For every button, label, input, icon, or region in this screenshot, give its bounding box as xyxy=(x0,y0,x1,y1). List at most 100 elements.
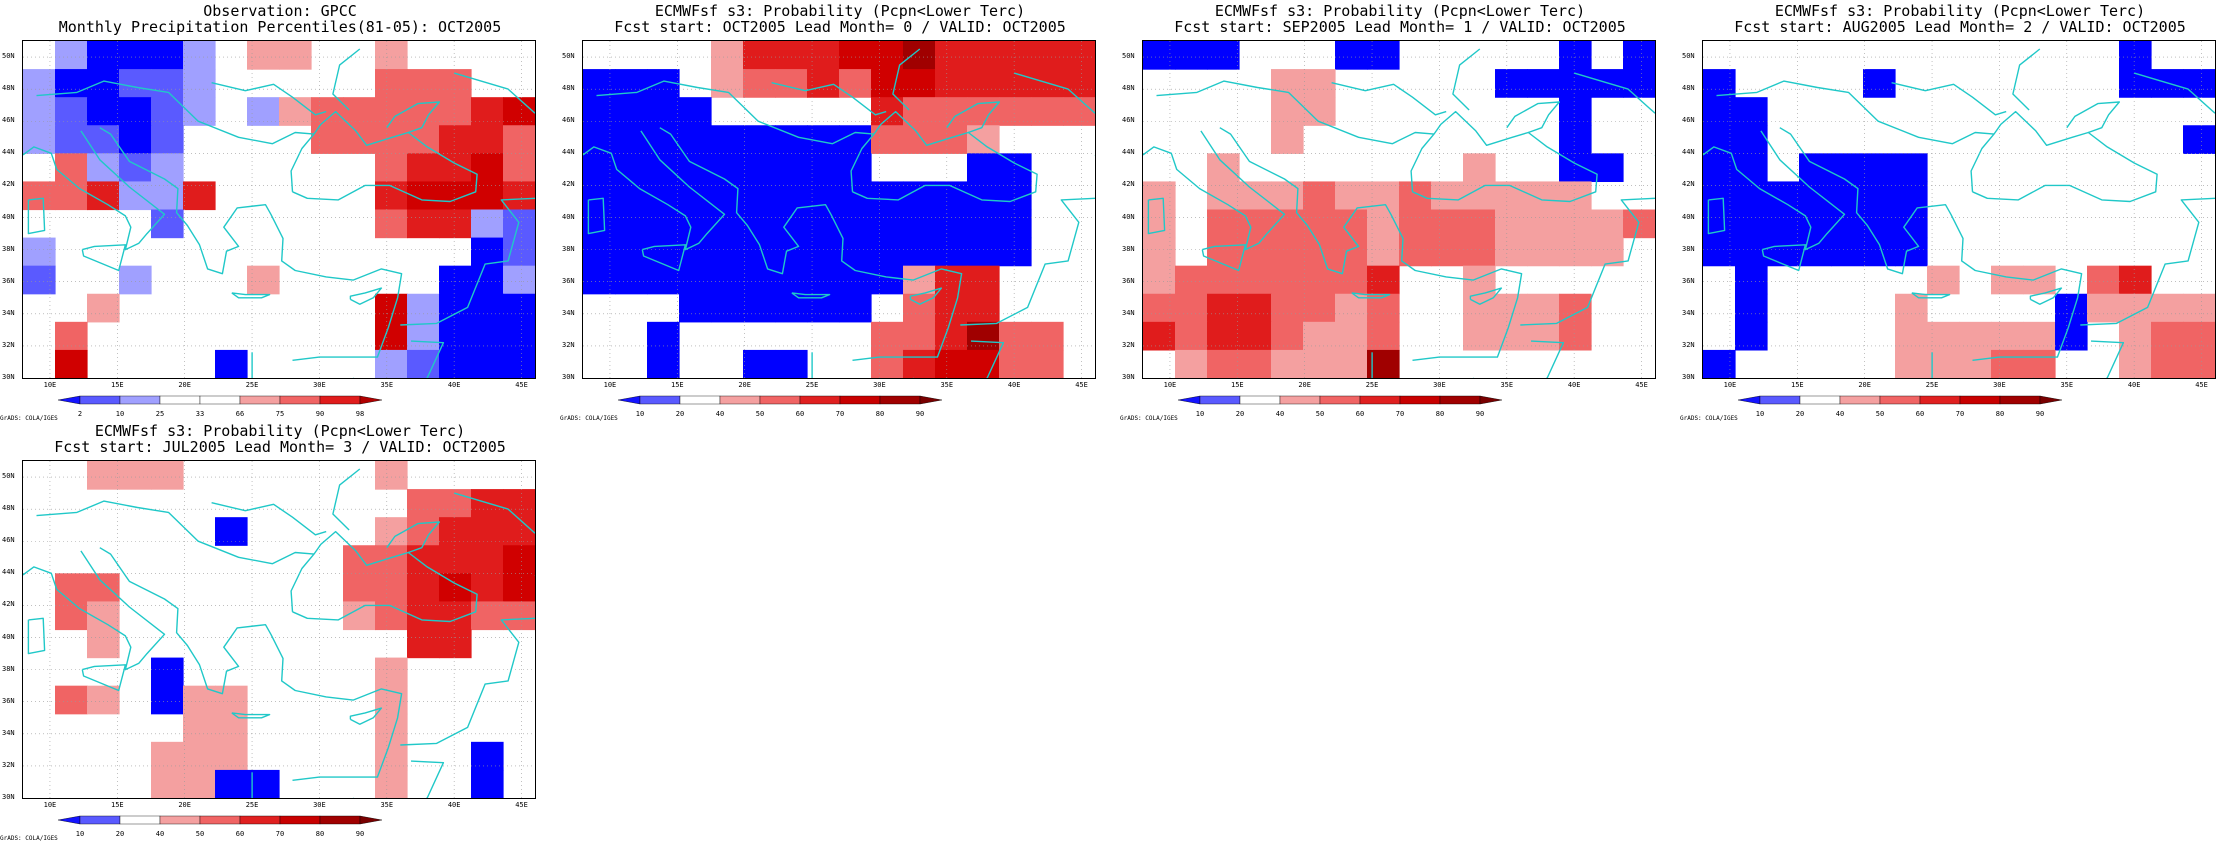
lon-tick-label: 35E xyxy=(1500,381,1514,389)
lon-tick-label: 25E xyxy=(805,381,819,389)
grid-cell xyxy=(775,293,808,323)
grid-cell xyxy=(743,181,776,211)
coastline xyxy=(1201,244,1247,272)
grid-cell xyxy=(839,153,872,183)
grid-cell xyxy=(903,321,936,351)
lat-tick-label: 50N xyxy=(1122,52,1135,61)
grid-cell xyxy=(55,125,88,154)
color-bar-segment xyxy=(1177,395,1201,405)
grid-cell xyxy=(439,321,472,351)
lat-tick-label: 32N xyxy=(2,340,15,349)
color-bar-segment xyxy=(759,395,801,405)
grid-cell xyxy=(215,517,248,546)
grid-cell xyxy=(183,713,216,743)
grid-cell xyxy=(1559,97,1592,126)
grid-cell xyxy=(999,209,1032,239)
grid-cell xyxy=(1895,237,1928,267)
grid-cell xyxy=(935,237,968,267)
coastline xyxy=(2080,197,2215,326)
coastline xyxy=(349,707,383,725)
grid-cell xyxy=(583,265,616,295)
grid-cell xyxy=(503,97,535,126)
map-svg xyxy=(1703,41,2215,378)
color-bar xyxy=(57,815,383,825)
grid-cell xyxy=(871,209,904,239)
grid-cell xyxy=(375,769,408,798)
grid-cell xyxy=(2151,321,2184,351)
grid-cell xyxy=(1303,293,1336,323)
grid-cell xyxy=(375,69,408,98)
grid-cell xyxy=(903,181,936,211)
lat-tick-label: 48N xyxy=(1122,84,1135,93)
lat-tick-label: 40N xyxy=(562,212,575,221)
lat-tick-label: 44N xyxy=(1682,148,1695,157)
grid-cell xyxy=(871,265,904,295)
grid-cell xyxy=(1431,237,1464,267)
color-bar-label: 10 xyxy=(1195,410,1205,418)
grid-cell xyxy=(1703,97,1736,126)
panel-subtitle: Fcst start: OCT2005 Lead Month= 0 / VALI… xyxy=(614,18,1066,36)
lat-tick-label: 36N xyxy=(562,276,575,285)
map-svg xyxy=(23,461,535,798)
coastline xyxy=(1779,127,2083,361)
coastline xyxy=(1761,244,1807,272)
map-area xyxy=(1702,40,2216,379)
color-bar-label: 60 xyxy=(235,830,245,838)
color-bar-label: 60 xyxy=(795,410,805,418)
grid-cell xyxy=(583,97,616,126)
grid-cell xyxy=(1559,125,1592,154)
grid-cell xyxy=(711,265,744,295)
grid-cell xyxy=(1767,209,1800,239)
grid-cell xyxy=(1239,321,1272,351)
panel-title: Observation: GPCC xyxy=(203,2,357,20)
grid-cell xyxy=(999,97,1032,126)
lon-tick-label: 20E xyxy=(178,381,191,389)
grid-cell xyxy=(839,69,872,98)
grid-cell xyxy=(1559,209,1592,239)
coastline xyxy=(454,72,535,114)
coastline xyxy=(641,244,687,272)
coastline xyxy=(1520,197,1655,326)
color-bar-segment xyxy=(1839,395,1881,405)
grid-cell xyxy=(1207,349,1240,378)
grid-cell xyxy=(871,237,904,267)
lat-tick-label: 48N xyxy=(2,84,15,93)
color-bar-label: 10 xyxy=(115,410,125,418)
color-bar-segment xyxy=(2039,395,2063,405)
grid-cell xyxy=(647,153,680,183)
color-bar-label: 75 xyxy=(275,410,285,418)
color-bar-segment xyxy=(879,395,921,405)
coastline xyxy=(231,292,271,299)
coastline xyxy=(1410,110,1598,203)
grid-cell xyxy=(55,321,88,351)
grid-cell xyxy=(583,69,616,98)
grid-cell xyxy=(23,69,56,98)
grid-cell xyxy=(679,209,712,239)
color-bar-label: 70 xyxy=(1955,410,1965,418)
map-svg xyxy=(1143,41,1655,378)
coastline xyxy=(1014,72,1095,114)
grid-cell xyxy=(1959,321,1992,351)
color-bar-segment xyxy=(79,395,121,405)
grid-cell xyxy=(247,41,280,70)
grid-cell xyxy=(967,209,1000,239)
grid-cell xyxy=(471,321,504,351)
grid-cell xyxy=(375,741,408,771)
grid-cell xyxy=(1431,181,1464,211)
grid-cell xyxy=(1367,237,1400,267)
grid-cell xyxy=(1303,349,1336,378)
grid-cell xyxy=(967,153,1000,183)
grid-cell xyxy=(615,209,648,239)
lon-tick-label: 25E xyxy=(1365,381,1379,389)
grid-cell xyxy=(119,461,152,490)
grid-cell xyxy=(439,125,472,154)
grid-cell xyxy=(503,265,535,295)
color-bar-segment xyxy=(1239,395,1281,405)
coastline xyxy=(290,110,478,203)
coastline xyxy=(1452,48,1481,111)
grid-cell xyxy=(807,153,840,183)
coastline xyxy=(23,130,166,251)
grid-cell xyxy=(1895,209,1928,239)
coastline xyxy=(349,287,383,305)
lat-tick-label: 36N xyxy=(2,696,15,705)
